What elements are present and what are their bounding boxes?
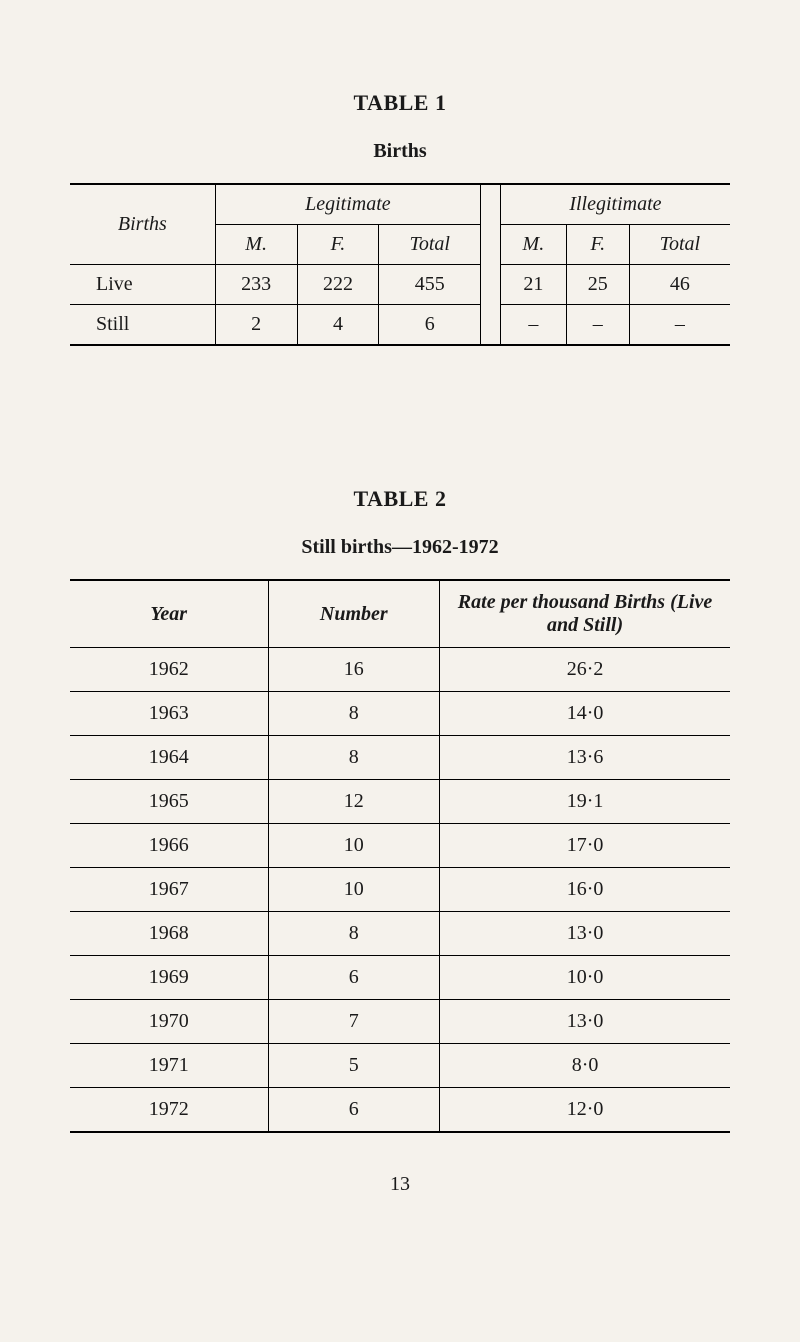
table2-cell-number: 10: [268, 824, 440, 868]
table2-cell-number: 6: [268, 956, 440, 1000]
table1-subtitle: Births: [70, 140, 730, 163]
table1-col-leg-m: M.: [215, 225, 297, 265]
table2-cell-year: 1964: [70, 736, 268, 780]
table1-cell: 6: [379, 305, 481, 346]
table1-group-illegitimate: Illegitimate: [500, 184, 730, 225]
table-row: Live 233 222 455 21 25 46: [70, 265, 730, 305]
table2-cell-number: 8: [268, 736, 440, 780]
table2-cell-rate: 13·0: [440, 912, 730, 956]
stillbirths-table: Year Number Rate per thousand Births (Li…: [70, 579, 730, 1133]
table2-cell-year: 1962: [70, 648, 268, 692]
table-row: 197158·0: [70, 1044, 730, 1088]
table1-cell: 21: [500, 265, 566, 305]
births-table: Births Legitimate Illegitimate M. F. Tot…: [70, 183, 730, 346]
table1-cell: –: [500, 305, 566, 346]
table2-cell-number: 7: [268, 1000, 440, 1044]
table2-cell-year: 1970: [70, 1000, 268, 1044]
table1-col-leg-f: F.: [297, 225, 379, 265]
table1-cell: 46: [629, 265, 730, 305]
table2-cell-rate: 13·0: [440, 1000, 730, 1044]
table1-col-ill-f: F.: [566, 225, 629, 265]
table1-cell: 4: [297, 305, 379, 346]
table2-col-number: Number: [268, 580, 440, 648]
table2-title: TABLE 2: [70, 486, 730, 512]
table2-cell-year: 1971: [70, 1044, 268, 1088]
table1-cell: 25: [566, 265, 629, 305]
table1-rowheader: Births: [70, 184, 215, 265]
table2-cell-rate: 12·0: [440, 1088, 730, 1133]
table-row: 1972612·0: [70, 1088, 730, 1133]
table1-col-ill-total: Total: [629, 225, 730, 265]
table2-col-year: Year: [70, 580, 268, 648]
table2-cell-year: 1968: [70, 912, 268, 956]
table1-cell: 2: [215, 305, 297, 346]
table2-col-rate: Rate per thousand Births (Live and Still…: [440, 580, 730, 648]
table2-cell-number: 5: [268, 1044, 440, 1088]
table-row: 1964813·6: [70, 736, 730, 780]
table1-cell: –: [566, 305, 629, 346]
table2-cell-rate: 10·0: [440, 956, 730, 1000]
table1-col-leg-total: Total: [379, 225, 481, 265]
table2-subtitle: Still births—1962-1972: [70, 536, 730, 559]
table1-cell: –: [629, 305, 730, 346]
table-row: 19621626·2: [70, 648, 730, 692]
table2-cell-year: 1967: [70, 868, 268, 912]
table2-cell-year: 1963: [70, 692, 268, 736]
table2-cell-year: 1965: [70, 780, 268, 824]
table-row: 19661017·0: [70, 824, 730, 868]
table-row: 1969610·0: [70, 956, 730, 1000]
table2-cell-rate: 26·2: [440, 648, 730, 692]
table2-cell-rate: 14·0: [440, 692, 730, 736]
table-row: Still 2 4 6 – – –: [70, 305, 730, 346]
table-row: 19651219·1: [70, 780, 730, 824]
table1-cell: 233: [215, 265, 297, 305]
table2-cell-year: 1966: [70, 824, 268, 868]
table2-cell-rate: 19·1: [440, 780, 730, 824]
table1-gap: [481, 184, 501, 345]
page-number: 13: [70, 1173, 730, 1196]
table2-cell-number: 8: [268, 692, 440, 736]
table2-cell-number: 16: [268, 648, 440, 692]
table2-cell-number: 8: [268, 912, 440, 956]
table2-cell-rate: 8·0: [440, 1044, 730, 1088]
table2-cell-number: 10: [268, 868, 440, 912]
table1-title: TABLE 1: [70, 90, 730, 116]
table1-col-ill-m: M.: [500, 225, 566, 265]
table1-row-label: Still: [70, 305, 215, 346]
table-row: 19671016·0: [70, 868, 730, 912]
table1-cell: 455: [379, 265, 481, 305]
table1-row-label: Live: [70, 265, 215, 305]
table2-cell-rate: 13·6: [440, 736, 730, 780]
table-row: 1968813·0: [70, 912, 730, 956]
table-row: 1970713·0: [70, 1000, 730, 1044]
table2-cell-year: 1972: [70, 1088, 268, 1133]
table2-cell-year: 1969: [70, 956, 268, 1000]
table1-cell: 222: [297, 265, 379, 305]
table2-cell-rate: 17·0: [440, 824, 730, 868]
table2-cell-number: 12: [268, 780, 440, 824]
table2-cell-number: 6: [268, 1088, 440, 1133]
table1-group-legitimate: Legitimate: [215, 184, 480, 225]
table-row: 1963814·0: [70, 692, 730, 736]
table2-cell-rate: 16·0: [440, 868, 730, 912]
